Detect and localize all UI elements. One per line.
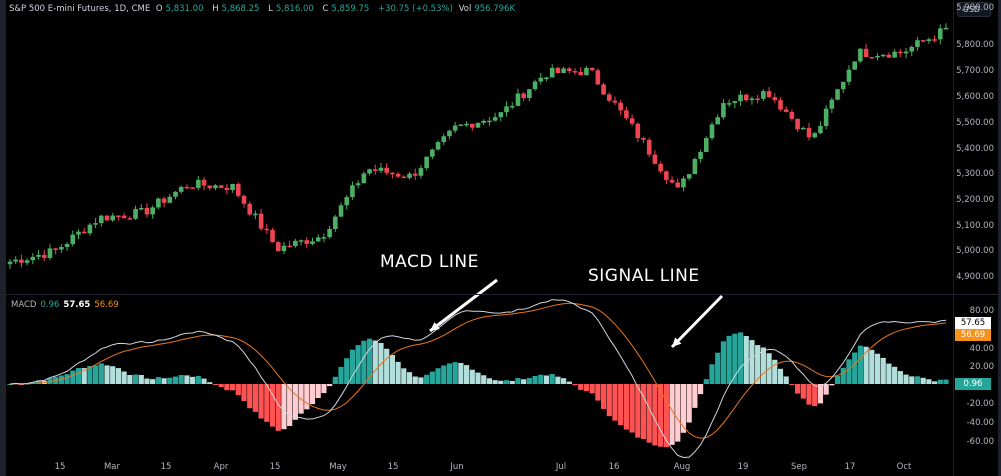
price-tick: 5,300.00 xyxy=(956,169,994,179)
time-tick: 15 xyxy=(160,462,172,472)
time-tick: 15 xyxy=(387,462,399,472)
price-tick: 5,100.00 xyxy=(956,221,994,231)
time-tick: Jun xyxy=(450,462,464,472)
histogram-badge: 0.96 xyxy=(955,378,991,390)
volume-value: 956.796K xyxy=(474,4,516,14)
time-tick: Aug xyxy=(673,462,691,472)
currency-button[interactable]: USD xyxy=(957,2,991,17)
price-tick: 5,600.00 xyxy=(956,92,994,102)
price-tick: 5,800.00 xyxy=(956,40,994,50)
open-value: 5,831.00 xyxy=(165,4,204,14)
macd-line-value: 57.65 xyxy=(63,300,91,310)
macd-legend: MACD 0.96 57.65 56.69 xyxy=(11,300,119,310)
right-edge xyxy=(998,0,1001,476)
time-tick: Mar xyxy=(103,462,121,472)
time-tick: May xyxy=(329,462,347,472)
price-tick: 5,400.00 xyxy=(956,144,994,154)
left-toolbar-edge xyxy=(0,0,6,476)
signal-line-annotation: SIGNAL LINE xyxy=(588,266,700,286)
signal-line xyxy=(9,302,947,439)
macd-tick: -60.00 xyxy=(966,437,994,447)
time-tick: Sep xyxy=(790,462,808,472)
macd-arrow-icon xyxy=(429,278,498,333)
macd-signal-value: 56.69 xyxy=(94,300,119,310)
macd-arrow-icon-head xyxy=(430,322,440,331)
macd-line-badge: 57.65 xyxy=(955,317,991,329)
time-tick: 19 xyxy=(737,462,749,472)
price-tick: 5,200.00 xyxy=(956,195,994,205)
macd-tick: -40.00 xyxy=(966,418,994,428)
time-tick: Jul xyxy=(555,462,567,472)
macd-tick: 80.00 xyxy=(969,306,994,316)
price-tick: 5,900.00 xyxy=(956,3,994,13)
macd-label: MACD xyxy=(11,300,37,310)
macd-line xyxy=(9,299,947,459)
price-tick: 4,900.00 xyxy=(956,272,994,282)
signal-arrow-icon xyxy=(670,294,724,349)
symbol-legend: S&P 500 E-mini Futures, 1D, CME O 5,831.0… xyxy=(9,4,516,14)
symbol-title: S&P 500 E-mini Futures, 1D, CME xyxy=(9,4,151,14)
macd-line-annotation: MACD LINE xyxy=(380,252,479,272)
time-tick: Apr xyxy=(213,462,229,472)
macd-tick: 20.00 xyxy=(969,362,994,372)
price-tick: 5,700.00 xyxy=(956,66,994,76)
macd-histogram-value: 0.96 xyxy=(40,300,60,310)
signal-arrow-icon-head xyxy=(672,337,682,347)
time-axis[interactable]: 15 Mar 15 Apr 15 May 15 Jun Jul 16 Aug 19 Sep 17 Oct xyxy=(6,458,953,476)
close-value: 5,859.75 xyxy=(331,4,370,14)
signal-line-badge: 56.69 xyxy=(955,329,991,341)
time-tick: 15 xyxy=(54,462,66,472)
macd-histogram xyxy=(7,332,949,448)
low-value: 5,816.00 xyxy=(275,4,314,14)
candles xyxy=(7,23,949,269)
time-tick: 15 xyxy=(269,462,281,472)
price-tick: 5,000.00 xyxy=(956,246,994,256)
time-tick: Oct xyxy=(896,462,912,472)
time-tick: 16 xyxy=(608,462,620,472)
change-value: +30.75 (+0.53%) xyxy=(377,4,453,14)
macd-tick: 40.00 xyxy=(969,344,994,354)
price-tick: 5,500.00 xyxy=(956,118,994,128)
time-tick: 17 xyxy=(844,462,856,472)
price-axis-divider xyxy=(953,0,954,476)
high-value: 5,868.25 xyxy=(221,4,260,14)
macd-tick: -20.00 xyxy=(966,399,994,409)
pane-divider[interactable] xyxy=(6,294,998,295)
